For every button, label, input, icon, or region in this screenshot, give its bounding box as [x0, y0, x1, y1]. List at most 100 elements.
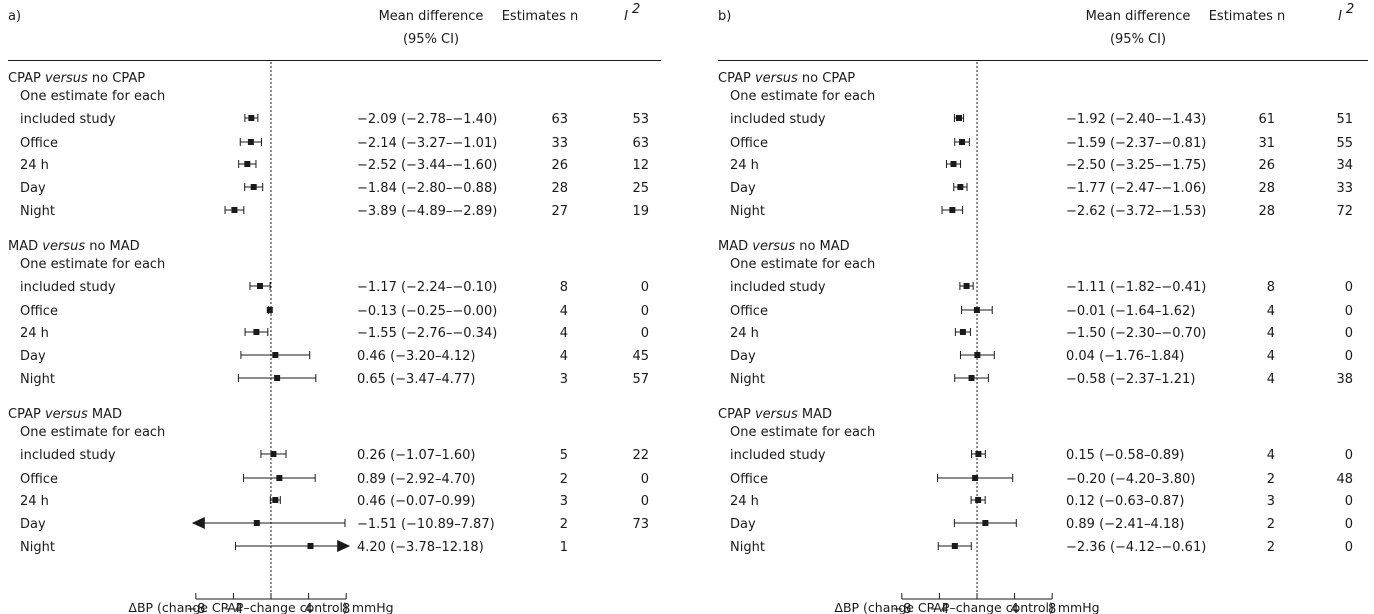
estimate-count: 3	[1267, 494, 1275, 509]
group-heading-part: CPAP	[8, 71, 45, 86]
row-label: One estimate for each	[20, 257, 165, 272]
point-estimate	[974, 352, 981, 358]
column-header-effect-ci: (95% CI)	[1110, 32, 1166, 47]
row-label: included study	[20, 112, 116, 127]
point-estimate	[276, 475, 283, 481]
estimate-ci-text: 0.46 (−0.07–0.99)	[357, 494, 476, 509]
estimate-count: 27	[551, 204, 568, 219]
row-label: 24 h	[20, 158, 49, 173]
row-label: Day	[730, 349, 756, 364]
group-heading: CPAP versus no CPAP	[718, 71, 855, 86]
group-heading-part: MAD	[798, 407, 832, 422]
point-estimate	[257, 283, 264, 289]
estimate-ci-text: −0.20 (−4.20–3.80)	[1066, 472, 1195, 487]
estimate-count: 2	[1267, 517, 1275, 532]
estimate-ci-text: 0.15 (−0.58–0.89)	[1066, 448, 1185, 463]
estimate-count: 4	[1267, 326, 1275, 341]
point-estimate	[272, 497, 279, 503]
group-heading-part: MAD	[718, 239, 752, 254]
estimate-ci-text: −2.62 (−3.72–−1.53)	[1066, 204, 1206, 219]
row-label: 24 h	[730, 326, 759, 341]
estimate-count: 4	[1267, 448, 1275, 463]
estimate-count: 33	[551, 136, 568, 151]
estimate-ci-text: 0.89 (−2.92–4.70)	[357, 472, 476, 487]
estimate-count: 3	[560, 372, 568, 387]
row-label: Night	[730, 540, 765, 555]
point-estimate	[957, 184, 964, 190]
estimate-count: 4	[560, 304, 568, 319]
point-estimate	[274, 375, 281, 381]
row-label: 24 h	[730, 494, 759, 509]
panel-label: b)	[718, 9, 731, 24]
row-label: Night	[20, 540, 55, 555]
point-estimate	[959, 139, 966, 145]
group-heading: CPAP versus MAD	[718, 407, 832, 422]
heterogeneity-i2: 53	[632, 112, 649, 127]
row-label: included study	[730, 280, 826, 295]
estimate-count: 3	[560, 494, 568, 509]
heterogeneity-i2: 0	[1345, 280, 1353, 295]
point-estimate	[272, 352, 279, 358]
group-heading-part: CPAP	[718, 71, 755, 86]
estimate-count: 63	[551, 112, 568, 127]
row-label: Office	[730, 304, 768, 319]
heterogeneity-i2: 0	[1345, 540, 1353, 555]
point-estimate	[982, 520, 989, 526]
group-heading-part: no MAD	[795, 239, 850, 254]
point-estimate	[244, 161, 251, 167]
heterogeneity-i2: 19	[632, 204, 649, 219]
estimate-ci-text: −1.11 (−1.82–−0.41)	[1066, 280, 1206, 295]
x-tick-label: −8	[186, 602, 205, 614]
estimate-ci-text: 0.04 (−1.76–1.84)	[1066, 349, 1185, 364]
row-label: Office	[20, 304, 58, 319]
point-estimate	[250, 184, 257, 190]
estimate-ci-text: −2.14 (−3.27–−1.01)	[357, 136, 497, 151]
point-estimate	[968, 375, 975, 381]
row-label: One estimate for each	[730, 89, 875, 104]
group-heading-part: CPAP	[8, 407, 45, 422]
x-axis-label: ΔBP (change CPAP–change control) mmHg	[834, 600, 1099, 614]
heterogeneity-i2: 34	[1336, 158, 1353, 173]
column-header-i2: I	[1338, 9, 1342, 24]
estimate-ci-text: −1.84 (−2.80–−0.88)	[357, 181, 497, 196]
x-tick-label: −8	[892, 602, 911, 614]
x-tick-label: 8	[1048, 602, 1056, 614]
column-header-i2-superscript: 2	[1346, 2, 1354, 17]
estimate-ci-text: −0.58 (−2.37–1.21)	[1066, 372, 1195, 387]
estimate-ci-text: −2.52 (−3.44–−1.60)	[357, 158, 497, 173]
row-label: Night	[730, 204, 765, 219]
row-label: Night	[730, 372, 765, 387]
column-header-effect: Mean difference	[379, 9, 484, 24]
estimate-ci-text: −0.01 (−1.64–1.62)	[1066, 304, 1195, 319]
heterogeneity-i2: 38	[1336, 372, 1353, 387]
row-label: One estimate for each	[20, 425, 165, 440]
x-tick-label: 4	[304, 602, 312, 614]
row-label: included study	[730, 112, 826, 127]
heterogeneity-i2: 33	[1336, 181, 1353, 196]
heterogeneity-i2: 45	[632, 349, 649, 364]
estimate-ci-text: 0.89 (−2.41–4.18)	[1066, 517, 1185, 532]
point-estimate	[270, 451, 277, 457]
estimate-ci-text: −1.59 (−2.37–−0.81)	[1066, 136, 1206, 151]
estimate-ci-text: −1.17 (−2.24–−0.10)	[357, 280, 497, 295]
group-heading: MAD versus no MAD	[718, 239, 850, 254]
heterogeneity-i2: 57	[632, 372, 649, 387]
estimate-count: 2	[560, 517, 568, 532]
estimate-count: 5	[560, 448, 568, 463]
heterogeneity-i2: 0	[1345, 517, 1353, 532]
heterogeneity-i2: 0	[1345, 349, 1353, 364]
column-header-i2-superscript: 2	[632, 2, 640, 17]
estimate-ci-text: −1.92 (−2.40–−1.43)	[1066, 112, 1206, 127]
estimate-ci-text: 0.12 (−0.63–0.87)	[1066, 494, 1185, 509]
estimate-ci-text: 0.26 (−1.07–1.60)	[357, 448, 476, 463]
ci-arrow-right	[337, 540, 351, 552]
heterogeneity-i2: 0	[1345, 326, 1353, 341]
group-heading-part: versus	[755, 71, 798, 86]
group-heading: MAD versus no MAD	[8, 239, 140, 254]
group-heading-part: versus	[45, 407, 88, 422]
point-estimate	[248, 115, 255, 121]
heterogeneity-i2: 63	[632, 136, 649, 151]
row-label: Office	[730, 472, 768, 487]
